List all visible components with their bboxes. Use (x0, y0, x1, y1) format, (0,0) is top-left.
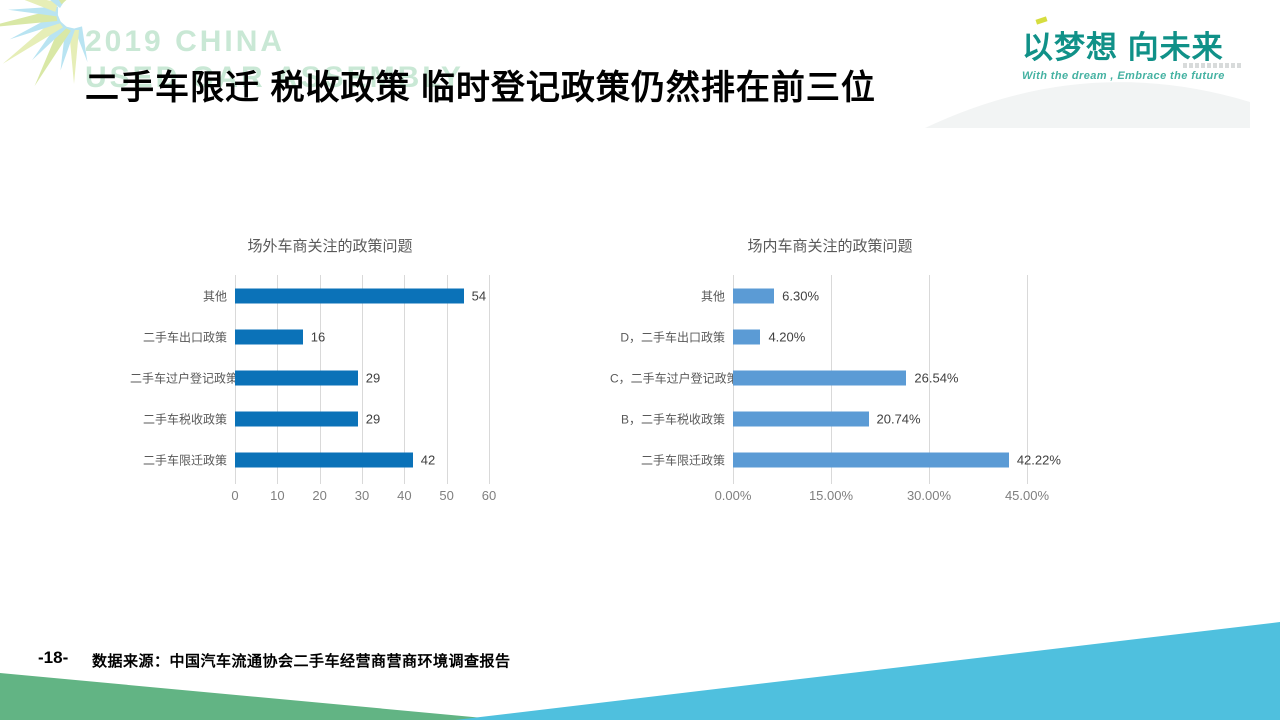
chart-onsite-dealers: 场内车商关注的政策问题 0.00% 15.00% 30.00% 45.00% 其他 6.3… (610, 230, 1061, 503)
gridline (446, 275, 448, 484)
bar-track: 54 (235, 275, 489, 316)
bar-value-label: 4.20% (768, 329, 806, 344)
bar-row: 其他 54 (130, 275, 530, 316)
x-axis-tick-label: 40 (397, 488, 412, 503)
bar-value-label: 42.22% (1016, 452, 1061, 467)
chart-offsite-dealers: 场外车商关注的政策问题 0 10 20 30 40 50 60 其他 54 二手车出口政策 16 二手… (130, 230, 530, 503)
chart-plot-area: 0.00% 15.00% 30.00% 45.00% 其他 6.30% D，二手车出口政策 4… (610, 275, 1061, 503)
x-axis-tick-label: 30.00% (906, 488, 952, 503)
watermark-text: 2019 CHINA USED CAR ASSEMBLY (85, 24, 464, 96)
category-label: 二手车税收政策 (142, 412, 227, 426)
chart-title: 场内车商关注的政策问题 (747, 238, 913, 255)
gridline (362, 275, 363, 484)
bar-value-label: 20.74% (876, 411, 921, 426)
bar-row: 二手车出口政策 16 (130, 316, 530, 357)
category-label: 二手车过户登记政策 (130, 371, 239, 385)
bar (235, 411, 358, 426)
chart-plot-area: 0 10 20 30 40 50 60 其他 54 二手车出口政策 16 二手车过户登记政策 29 二手车… (130, 275, 530, 503)
bar-track: 16 (235, 316, 489, 357)
x-axis-tick-label: 10 (270, 488, 285, 503)
bar-value-label: 16 (310, 329, 326, 344)
bar (235, 288, 464, 303)
x-axis-tick-label: 15.00% (808, 488, 854, 503)
category-label: C，二手车过户登记政策 (610, 371, 739, 385)
gridline (929, 275, 930, 484)
gridline (1027, 275, 1028, 484)
green-wave-shape (0, 673, 505, 720)
watermark-line2: USED CAR ASSEMBLY (85, 61, 464, 94)
bar-row: 二手车限迁政策 42.22% (610, 439, 1061, 480)
category-label: 二手车限迁政策 (142, 453, 227, 467)
chart-title: 场外车商关注的政策问题 (247, 238, 413, 255)
logo-slogan: 以梦想 向未来 (1022, 30, 1224, 65)
category-label: D，二手车出口政策 (620, 330, 725, 344)
logo-slogan-english: With the dream , Embrace the future (1022, 70, 1225, 82)
bar-track: 26.54% (733, 357, 1027, 398)
bar-value-label: 26.54% (914, 370, 959, 385)
logo-fineprint-text (1183, 63, 1243, 68)
bar-row: 其他 6.30% (610, 275, 1050, 316)
bar-track: 42 (235, 439, 489, 480)
bar-value-label: 6.30% (782, 288, 820, 303)
bar (733, 452, 1009, 467)
bar-track: 29 (235, 398, 489, 439)
bar-track: 29 (235, 357, 489, 398)
watermark-line1: 2019 CHINA (85, 25, 286, 58)
bar-value-label: 29 (365, 411, 381, 426)
x-axis-tick-label: 45.00% (1004, 488, 1050, 503)
category-label: 二手车出口政策 (142, 330, 227, 344)
x-axis-tick-label: 20 (312, 488, 327, 503)
x-axis-tick-label: 50 (439, 488, 454, 503)
bar (235, 452, 413, 467)
bar (733, 288, 775, 303)
bar (235, 329, 303, 344)
bar (235, 370, 358, 385)
x-axis-tick-label: 0.00% (714, 488, 752, 503)
blue-wave-shape (455, 622, 1280, 720)
page-number: -18- (38, 648, 69, 667)
category-label: 其他 (202, 289, 227, 303)
bar-row: B，二手车税收政策 20.74% (610, 398, 1050, 439)
gridline (489, 275, 490, 484)
bar (733, 370, 907, 385)
x-axis-tick-label: 60 (481, 488, 497, 503)
bar-value-label: 54 (471, 288, 487, 303)
gridline (404, 275, 406, 484)
bar-row: 二手车限迁政策 42 (130, 439, 530, 480)
bar-track: 4.20% (733, 316, 1027, 357)
bar (733, 329, 761, 344)
category-label: 二手车限迁政策 (640, 453, 725, 467)
x-axis-tick-label: 0 (231, 488, 239, 503)
bar-row: D，二手车出口政策 4.20% (610, 316, 1050, 357)
bar-row: 二手车税收政策 29 (130, 398, 530, 439)
category-label: 其他 (700, 289, 725, 303)
bar-row: C，二手车过户登记政策 26.54% (610, 357, 1050, 398)
bar-track: 42.22% (733, 439, 1061, 480)
data-source-note: 数据来源：中国汽车流通协会二手车经营商营商环境调查报告 (92, 653, 511, 670)
conference-logo: 以梦想 向未来 With the dream , Embrace the fut… (1022, 16, 1262, 82)
bar-track: 6.30% (733, 275, 1027, 316)
slide-title: 二手车限迁 税收政策 临时登记政策仍然排在前三位 (85, 69, 876, 107)
bar (733, 411, 869, 426)
x-axis-tick-label: 30 (354, 488, 370, 503)
bar-row: 二手车过户登记政策 29 (130, 357, 530, 398)
category-label: B，二手车税收政策 (620, 412, 725, 426)
bar-track: 20.74% (733, 398, 1027, 439)
bar-value-label: 29 (365, 370, 381, 385)
bar-value-label: 42 (420, 452, 436, 467)
